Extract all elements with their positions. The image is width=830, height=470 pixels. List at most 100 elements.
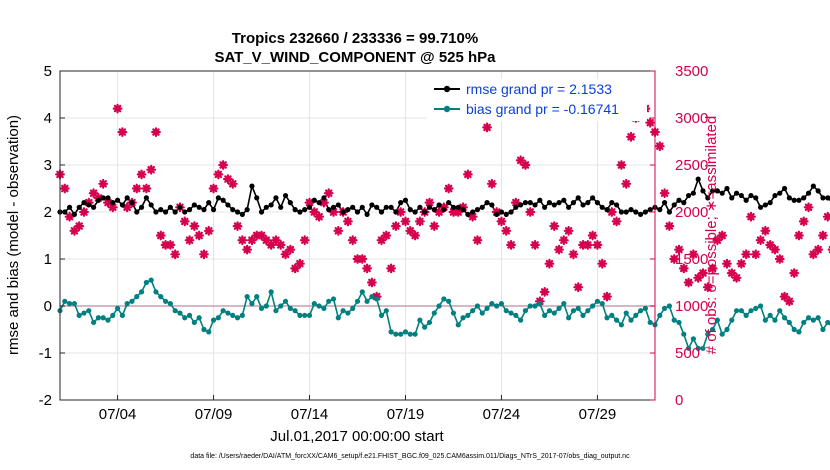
nobs-assimilated-point (501, 225, 512, 236)
bias-point (215, 315, 221, 321)
nobs-assimilated-point (482, 122, 492, 133)
nobs-marker-stroke (785, 297, 794, 306)
nobs-assimilated-point (774, 254, 785, 264)
rmse-point (302, 207, 308, 213)
bias-point (220, 308, 226, 314)
y-left-tick-label: 0 (44, 298, 52, 315)
nobs-marker-stroke (200, 250, 208, 259)
bias-point (138, 289, 145, 295)
rmse-point (614, 202, 620, 208)
nobs-assimilated-point (299, 235, 310, 246)
nobs-marker-stroke (147, 165, 155, 174)
nobs-marker-stroke (65, 212, 74, 221)
nobs-assimilated-point (271, 235, 281, 246)
rmse-point (345, 207, 351, 213)
rmse-point (383, 204, 389, 210)
rmse-point (172, 209, 178, 215)
bias-point (522, 308, 529, 314)
bias-point (623, 310, 629, 316)
bias-point (546, 308, 553, 314)
bias-point (494, 303, 500, 309)
nobs-marker-stroke (507, 241, 515, 249)
y-left-tick-label: 3 (44, 157, 52, 174)
nobs-marker-stroke (617, 161, 626, 169)
rmse-point (182, 209, 188, 215)
nobs-marker-stroke (799, 217, 808, 226)
rmse-point (114, 197, 121, 203)
bias-point (369, 294, 375, 300)
rmse-point (398, 200, 404, 206)
nobs-assimilated-point (376, 235, 387, 246)
bias-point (201, 326, 207, 333)
bias-point (311, 301, 317, 307)
rmse-point (393, 209, 399, 215)
rmse-point (105, 195, 111, 201)
bias-point (244, 294, 250, 300)
nobs-marker-stroke (305, 198, 314, 207)
rmse-point (585, 200, 591, 206)
nobs-marker-stroke (569, 250, 578, 259)
nobs-marker-stroke (502, 227, 511, 235)
nobs-marker-stroke (646, 118, 654, 127)
nobs-assimilated-point (227, 178, 238, 189)
nobs-marker-stroke (756, 236, 765, 244)
nobs-assimilated-point (717, 230, 728, 241)
rmse-point (810, 183, 816, 189)
nobs-marker-stroke (747, 212, 755, 221)
legend-box (427, 79, 647, 121)
rmse-point (273, 195, 279, 201)
nobs-assimilated-point (798, 216, 809, 227)
nobs-assimilated-point (544, 258, 555, 269)
rmse-point (249, 183, 255, 189)
y-left-tick-label: 2 (44, 204, 52, 221)
rmse-point (340, 209, 346, 215)
bias-point (378, 312, 385, 318)
bias-point (513, 312, 519, 318)
y-right-tick-label: 1500 (675, 251, 708, 268)
rmse-point (513, 204, 519, 210)
nobs-assimilated-point (563, 225, 574, 236)
nobs-marker-stroke (468, 212, 477, 221)
rmse-point (110, 200, 116, 206)
x-tick-labels: 07/04 07/09 07/14 07/19 07/24 07/29 (99, 406, 616, 423)
nobs-assimilated-point (328, 207, 339, 217)
rmse-point (561, 197, 567, 203)
bias-point (268, 289, 274, 295)
nobs-marker-stroke (790, 269, 798, 277)
rmse-point (446, 200, 452, 206)
nobs-marker-stroke (545, 259, 554, 268)
nobs-marker-stroke (75, 222, 83, 230)
rmse-point (66, 204, 73, 210)
nobs-marker-stroke (598, 259, 606, 268)
nobs-marker-stroke (344, 217, 352, 226)
nobs-assimilated-point (506, 240, 516, 250)
nobs-marker-stroke (387, 264, 395, 273)
nobs-marker-stroke (406, 227, 415, 235)
bias-point (714, 317, 720, 323)
rmse-point (369, 202, 375, 208)
rmse-point (129, 200, 135, 206)
rmse-point (518, 202, 524, 208)
bias-point (685, 345, 692, 351)
rmse-point (484, 200, 490, 206)
bias-point (561, 301, 567, 307)
nobs-marker-stroke (324, 189, 333, 197)
nobs-assimilated-point (669, 254, 680, 264)
nobs-assimilated-point (366, 277, 377, 288)
nobs-assimilated-point (611, 216, 622, 227)
bias-point (407, 331, 413, 337)
rmse-point (278, 204, 284, 210)
nobs-marker-stroke (272, 236, 280, 244)
rmse-point (805, 190, 812, 196)
nobs-assimilated-point (165, 240, 176, 250)
nobs-assimilated-point (794, 230, 804, 241)
bias-point (71, 301, 77, 307)
nobs-marker-stroke (670, 255, 678, 263)
rmse-point (642, 209, 649, 215)
nobs-marker-stroke (113, 104, 122, 113)
rmse-point (148, 202, 154, 208)
nobs-marker-stroke (320, 198, 328, 207)
nobs-marker-stroke (180, 217, 189, 226)
nobs-marker-stroke (560, 236, 568, 244)
nobs-marker-stroke (684, 278, 693, 287)
